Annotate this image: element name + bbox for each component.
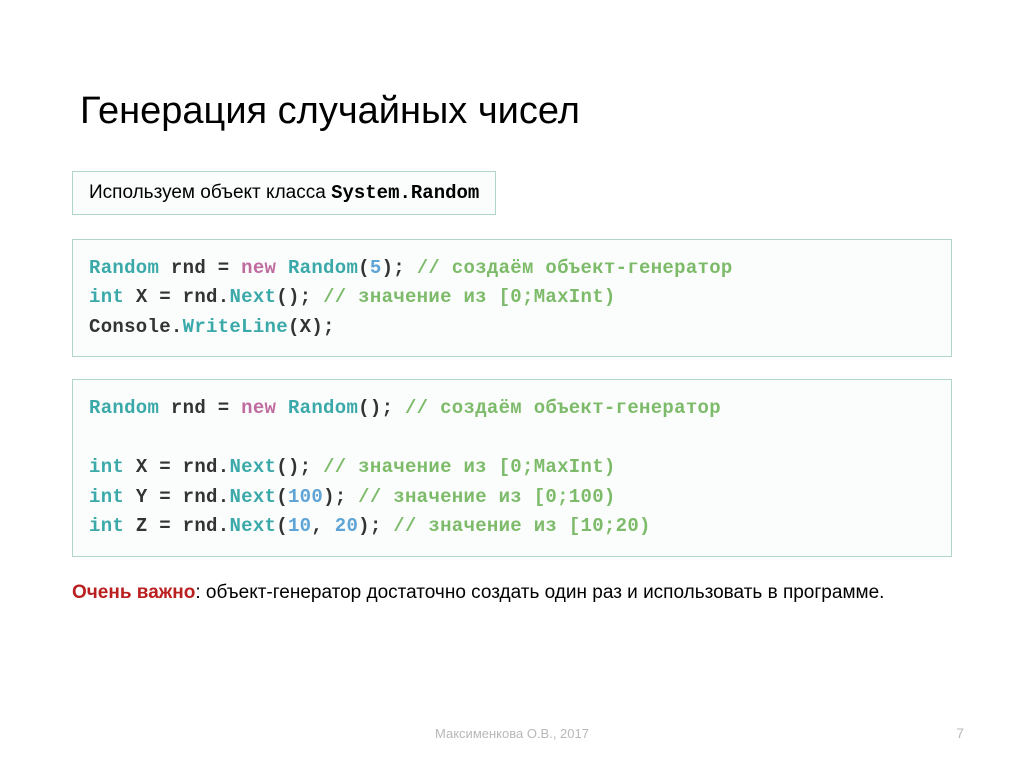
code-block-1: Random rnd = new Random(5); // создаём о… — [72, 239, 952, 357]
code-token: int — [89, 486, 124, 508]
code-token: = — [206, 397, 241, 419]
code-token — [124, 486, 136, 508]
code-token — [124, 286, 136, 308]
code-token: Console — [89, 316, 171, 338]
code-token: = rnd. — [148, 515, 230, 537]
code-line: int X = rnd.Next(); // значение из [0;Ma… — [89, 453, 935, 482]
code-token: new — [241, 397, 276, 419]
code-token: 5 — [370, 257, 382, 279]
code-token: (); — [358, 397, 405, 419]
code-token: new — [241, 257, 276, 279]
code-line: int Z = rnd.Next(10, 20); // значение из… — [89, 512, 935, 541]
code-token: = rnd. — [148, 286, 230, 308]
code-token: 20 — [335, 515, 358, 537]
code-token: 10 — [288, 515, 311, 537]
code-token: (); — [276, 456, 323, 478]
code-token: rnd — [171, 397, 206, 419]
code-token: WriteLine — [183, 316, 288, 338]
code-token: (X); — [288, 316, 335, 338]
code-line: Random rnd = new Random(); // создаём об… — [89, 394, 935, 423]
slide: Генерация случайных чисел Используем объ… — [0, 0, 1024, 606]
code-token: X — [136, 286, 148, 308]
code-token: Next — [229, 486, 276, 508]
intro-box: Используем объект класса System.Random — [72, 171, 496, 215]
code-token: // значение из [10;20) — [393, 515, 650, 537]
code-token: Next — [229, 515, 276, 537]
code-token: Random — [89, 397, 159, 419]
intro-text: Используем объект класса — [89, 182, 331, 203]
code-token — [159, 397, 171, 419]
code-token: = rnd. — [148, 486, 230, 508]
code-token: Next — [229, 286, 276, 308]
code-token: int — [89, 515, 124, 537]
code-token — [276, 257, 288, 279]
code-token: // создаём объект-генератор — [405, 397, 721, 419]
code-token: , — [311, 515, 334, 537]
code-token: ( — [276, 486, 288, 508]
code-token — [276, 397, 288, 419]
code-token: Next — [229, 456, 276, 478]
code-token: rnd — [171, 257, 206, 279]
code-token: int — [89, 456, 124, 478]
intro-class-name: System.Random — [331, 182, 479, 204]
code-block-2: Random rnd = new Random(); // создаём об… — [72, 379, 952, 556]
code-token: . — [171, 316, 183, 338]
code-token: = rnd. — [148, 456, 230, 478]
code-token: ); — [323, 486, 358, 508]
code-token: Random — [288, 397, 358, 419]
code-line — [89, 424, 935, 453]
footer-page-number: 7 — [956, 725, 964, 741]
code-token: ); — [358, 515, 393, 537]
code-token: = — [206, 257, 241, 279]
code-line: int Y = rnd.Next(100); // значение из [0… — [89, 483, 935, 512]
code-token: Random — [89, 257, 159, 279]
note-text: : объект-генератор достаточно создать од… — [195, 582, 884, 603]
footer-author: Максименкова О.В., 2017 — [0, 726, 1024, 741]
code-token: // создаём объект-генератор — [417, 257, 733, 279]
note-strong: Очень важно — [72, 582, 195, 603]
code-token: X — [136, 456, 148, 478]
code-token: // значение из [0;100) — [358, 486, 615, 508]
code-token: Y — [136, 486, 148, 508]
code-token — [124, 456, 136, 478]
code-token: ); — [382, 257, 417, 279]
code-line: Console.WriteLine(X); — [89, 313, 935, 342]
code-line: int X = rnd.Next(); // значение из [0;Ma… — [89, 283, 935, 312]
code-token: ( — [276, 515, 288, 537]
code-line: Random rnd = new Random(5); // создаём о… — [89, 254, 935, 283]
code-token — [159, 257, 171, 279]
code-token: 100 — [288, 486, 323, 508]
important-note: Очень важно: объект-генератор достаточно… — [72, 579, 952, 607]
code-token: Z — [136, 515, 148, 537]
code-token: // значение из [0;MaxInt) — [323, 286, 616, 308]
code-token: (); — [276, 286, 323, 308]
code-token: Random — [288, 257, 358, 279]
code-token: // значение из [0;MaxInt) — [323, 456, 616, 478]
code-token — [124, 515, 136, 537]
code-token: int — [89, 286, 124, 308]
slide-title: Генерация случайных чисел — [80, 90, 952, 133]
code-token: ( — [358, 257, 370, 279]
